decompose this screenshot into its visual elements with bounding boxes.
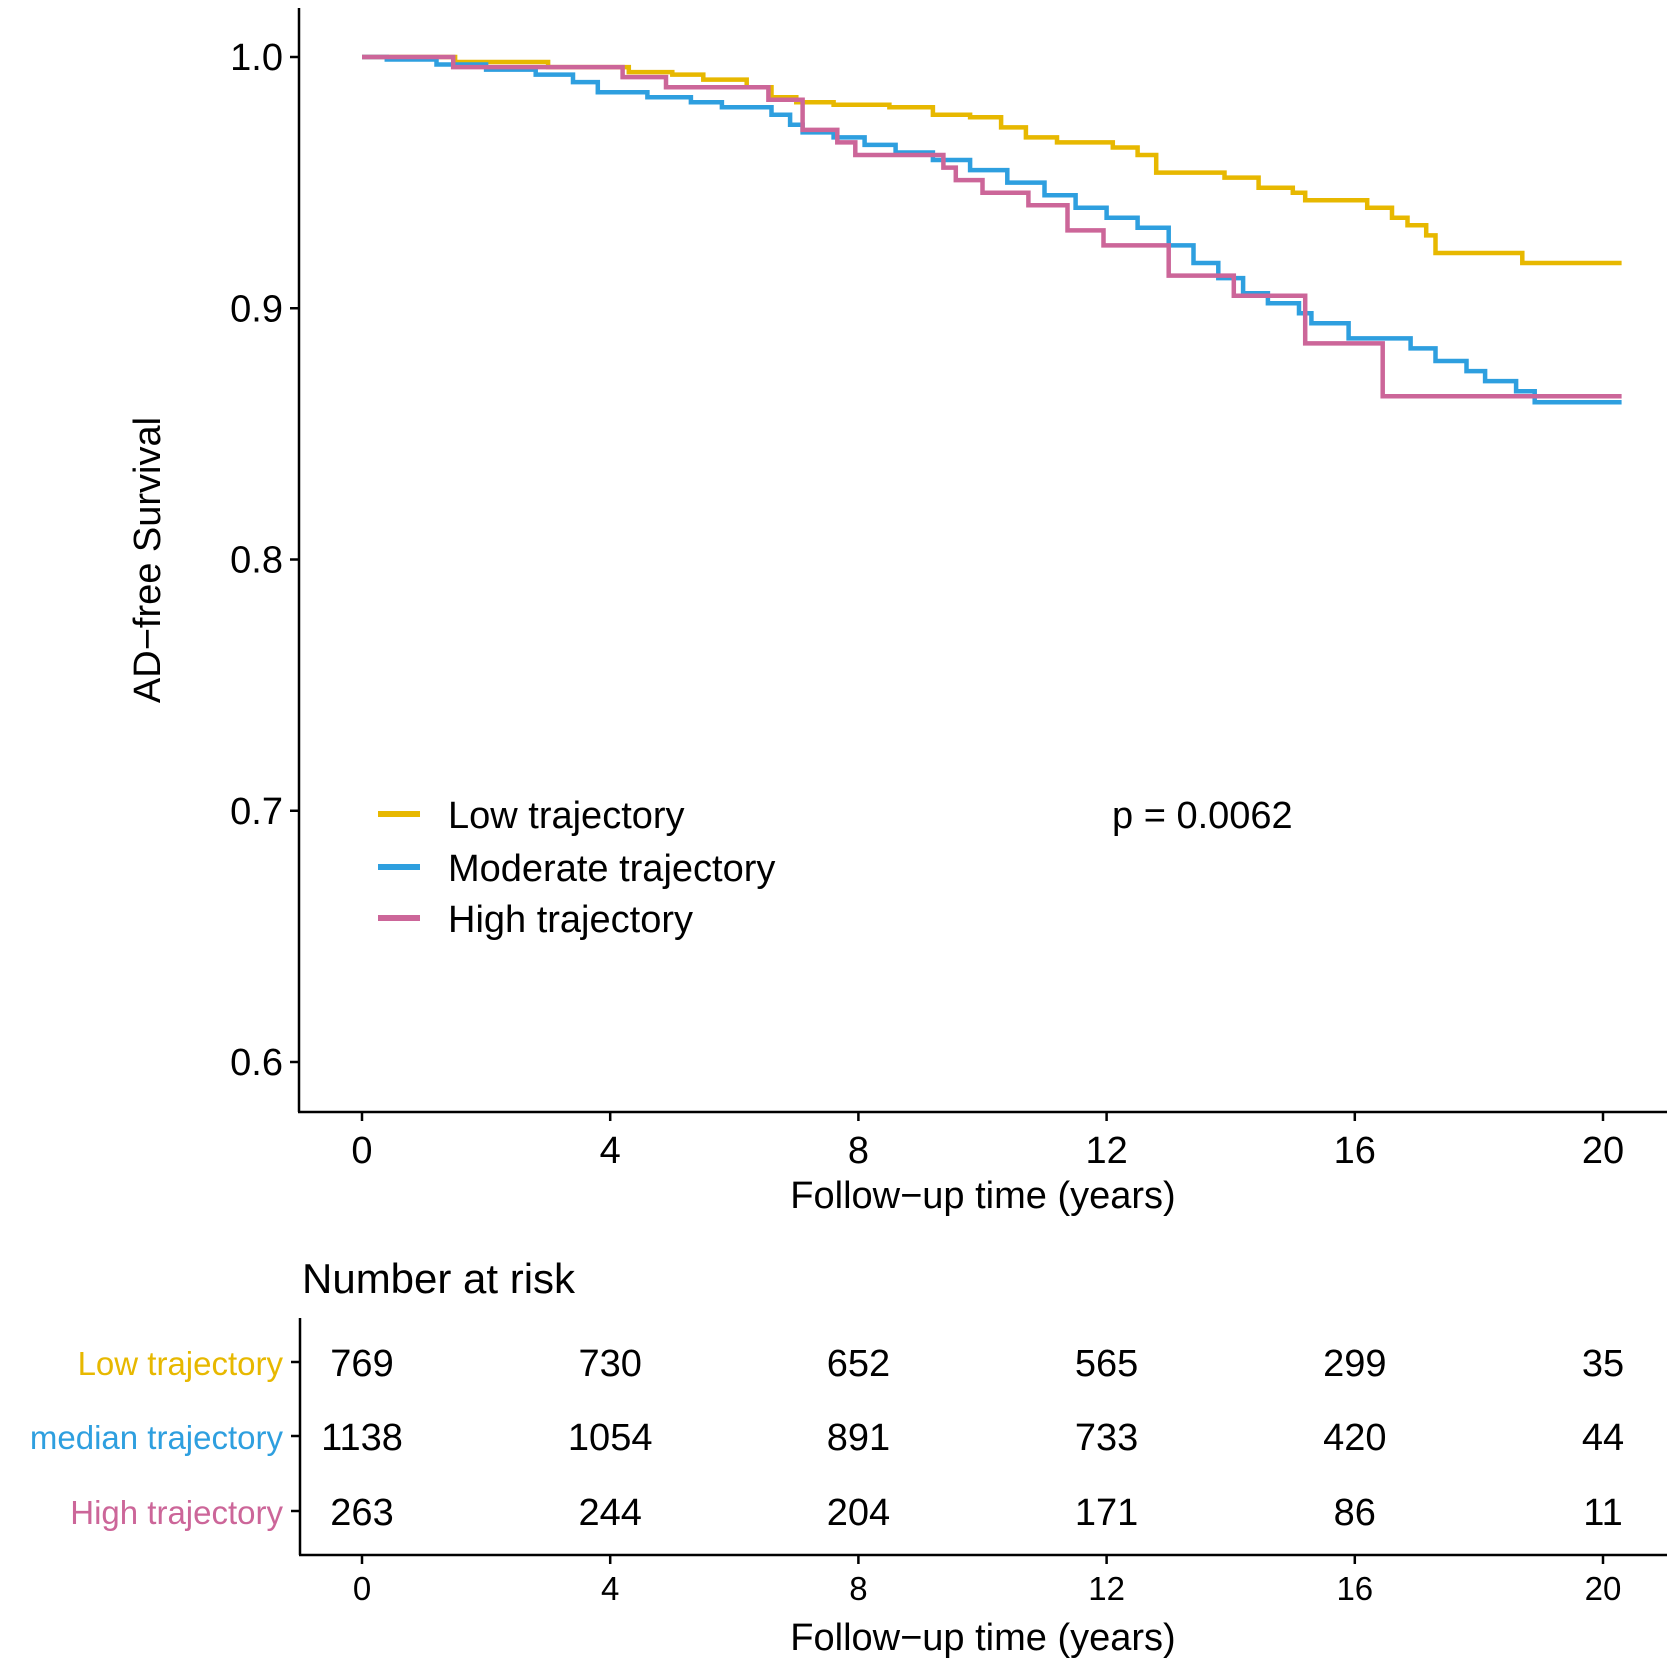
risk-row-label-low: Low trajectory	[78, 1345, 284, 1382]
risk-count-cell: 1054	[568, 1417, 653, 1459]
y-tick-label: 0.9	[230, 288, 283, 330]
survival-curve-low-trajectory	[362, 54, 1622, 266]
risk-count-cell: 420	[1323, 1417, 1386, 1459]
risk-count-cell: 891	[827, 1417, 890, 1459]
y-tick-label: 0.7	[230, 791, 283, 833]
risk-rows: 769 730 652 565 299 35 1138 1054 891 733 420 44 263 2…	[291, 1343, 1624, 1534]
risk-x-tick-label: 20	[1585, 1570, 1622, 1607]
risk-count-cell: 1138	[321, 1417, 403, 1459]
risk-x-tick-label: 8	[849, 1570, 867, 1607]
risk-count-cell: 204	[827, 1492, 890, 1534]
risk-count-cell: 730	[578, 1343, 641, 1385]
y-axis-label: AD−free Survival	[127, 417, 169, 703]
risk-count-cell: 244	[578, 1492, 641, 1534]
risk-table-title: Number at risk	[302, 1255, 576, 1302]
x-tick-label: 12	[1085, 1130, 1127, 1172]
survival-curve-high-trajectory	[362, 54, 1622, 399]
y-axis-ticks: 0.6 0.7 0.8 0.9 1.0	[230, 37, 299, 1084]
risk-count-cell: 35	[1582, 1343, 1624, 1385]
survival-curve-moderate-trajectory	[362, 54, 1622, 405]
risk-count-cell: 11	[1583, 1492, 1622, 1534]
x-tick-label: 16	[1334, 1130, 1376, 1172]
risk-x-tick-label: 4	[601, 1570, 619, 1607]
x-axis-ticks: 0 4 8 12 16 20	[351, 1112, 1624, 1172]
risk-count-cell: 652	[827, 1343, 890, 1385]
risk-count-cell: 565	[1075, 1343, 1138, 1385]
risk-x-tick-label: 0	[353, 1570, 371, 1607]
risk-x-axis-ticks: 0 4 8 12 16 20	[353, 1555, 1622, 1607]
risk-count-cell: 733	[1075, 1417, 1138, 1459]
x-axis-label: Follow−up time (years)	[790, 1175, 1175, 1217]
legend-label-moderate: Moderate trajectory	[448, 848, 775, 890]
risk-count-cell: 171	[1075, 1492, 1138, 1534]
risk-count-cell: 263	[330, 1492, 393, 1534]
x-tick-label: 20	[1582, 1130, 1624, 1172]
legend: Low trajectory Moderate trajectory High …	[378, 795, 775, 941]
risk-count-cell: 86	[1334, 1492, 1376, 1534]
y-tick-label: 0.6	[230, 1042, 283, 1084]
y-tick-label: 0.8	[230, 540, 283, 582]
risk-row-label-median: median trajectory	[30, 1419, 284, 1456]
y-tick-label: 1.0	[230, 37, 283, 79]
legend-label-high: High trajectory	[448, 899, 693, 941]
p-value-annotation: p = 0.0062	[1112, 795, 1293, 837]
risk-x-tick-label: 16	[1336, 1570, 1373, 1607]
risk-row-label-high: High trajectory	[70, 1494, 283, 1531]
risk-count-cell: 769	[330, 1343, 393, 1385]
risk-x-tick-label: 12	[1088, 1570, 1125, 1607]
risk-x-axis-label: Follow−up time (years)	[790, 1617, 1175, 1659]
survival-curves	[362, 54, 1622, 405]
legend-label-low: Low trajectory	[448, 795, 685, 837]
risk-count-cell: 44	[1582, 1417, 1624, 1459]
x-tick-label: 0	[351, 1130, 372, 1172]
survival-plot-panel: 0.6 0.7 0.8 0.9 1.0 0 4 8 12 16 20 AD−free Surviv…	[127, 8, 1667, 1217]
risk-table-panel: Number at risk 769 730 652 565 299 35 1138 1054…	[30, 1255, 1667, 1659]
risk-count-cell: 299	[1323, 1343, 1386, 1385]
x-tick-label: 4	[600, 1130, 621, 1172]
x-tick-label: 8	[848, 1130, 869, 1172]
